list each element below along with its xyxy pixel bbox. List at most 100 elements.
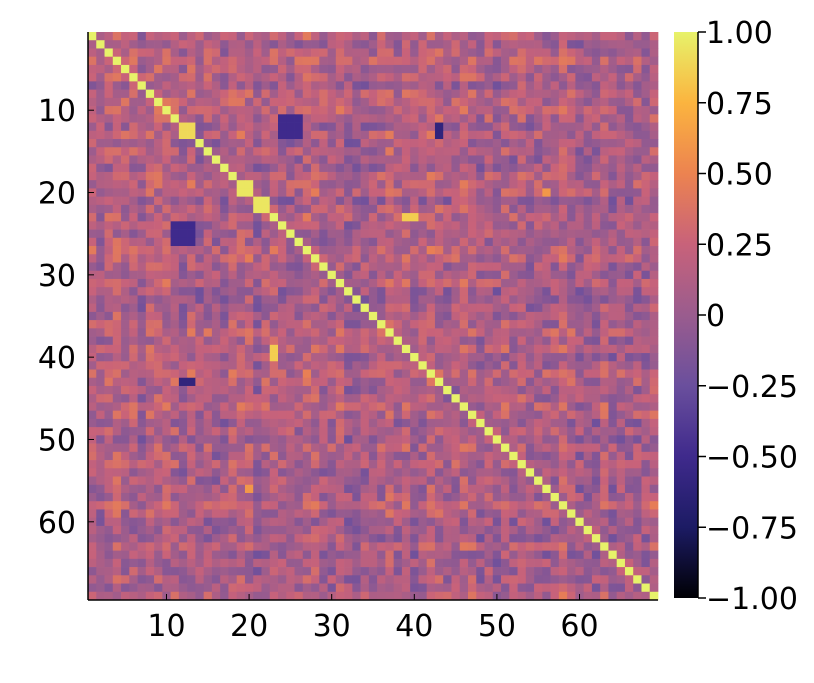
heatmap-cell xyxy=(352,410,361,420)
heatmap-cell xyxy=(137,328,147,337)
heatmap-cell xyxy=(616,328,626,337)
heatmap-cell xyxy=(377,287,386,296)
x-tick-label: 30 xyxy=(313,609,351,644)
heatmap-cell xyxy=(649,361,659,370)
heatmap-cell xyxy=(385,270,395,280)
heatmap-cell xyxy=(203,130,213,140)
heatmap-cell xyxy=(616,89,626,99)
heatmap-cell xyxy=(311,139,320,148)
heatmap-cell xyxy=(195,295,205,305)
heatmap-cell xyxy=(534,385,543,395)
heatmap-cell xyxy=(211,353,221,362)
heatmap-cell xyxy=(575,435,585,444)
heatmap-cell xyxy=(170,139,180,148)
heatmap-cell xyxy=(443,139,452,148)
heatmap-cell xyxy=(220,567,229,576)
heatmap-cell xyxy=(121,542,130,551)
heatmap-cell xyxy=(633,106,642,115)
heatmap-cell xyxy=(608,295,618,305)
heatmap-cell xyxy=(253,344,262,354)
heatmap-cell xyxy=(641,114,651,123)
heatmap-cell xyxy=(178,435,188,444)
heatmap-cell xyxy=(509,361,518,370)
heatmap-cell xyxy=(567,81,576,90)
heatmap-cell xyxy=(434,369,444,379)
heatmap-cell xyxy=(443,344,452,354)
heatmap-cell xyxy=(558,336,568,346)
heatmap-cell xyxy=(550,270,560,280)
heatmap-cell xyxy=(426,402,436,412)
heatmap-cell xyxy=(327,460,337,469)
heatmap-cell xyxy=(492,97,502,107)
heatmap-cell xyxy=(121,171,130,181)
heatmap-cell xyxy=(459,583,469,593)
heatmap-cell xyxy=(459,435,469,444)
heatmap-cell xyxy=(608,188,618,197)
heatmap-cell xyxy=(377,73,386,82)
heatmap-cell xyxy=(534,558,543,568)
heatmap-cell xyxy=(170,328,180,337)
heatmap-cell xyxy=(121,369,130,379)
heatmap-cell xyxy=(195,492,205,502)
heatmap-cell xyxy=(542,270,551,280)
heatmap-cell xyxy=(567,484,576,494)
heatmap-cell xyxy=(468,56,477,66)
heatmap-cell xyxy=(608,385,618,395)
heatmap-cell xyxy=(649,295,659,305)
heatmap-cell xyxy=(385,353,395,362)
heatmap-cell xyxy=(344,410,353,420)
heatmap-cell xyxy=(327,435,337,444)
heatmap-cell xyxy=(608,278,618,288)
heatmap-cell xyxy=(385,130,395,140)
heatmap-cell xyxy=(145,558,155,568)
heatmap-cell xyxy=(451,278,461,288)
heatmap-cell xyxy=(509,328,518,337)
heatmap-cell xyxy=(261,328,271,337)
heatmap-cell xyxy=(112,344,122,354)
heatmap-cell xyxy=(352,501,361,510)
heatmap-cell xyxy=(145,336,155,346)
heatmap-cell xyxy=(501,369,510,379)
heatmap-cell xyxy=(401,451,411,461)
heatmap-cell xyxy=(112,361,122,370)
heatmap-cell xyxy=(401,180,411,189)
heatmap-cell xyxy=(492,328,502,337)
heatmap-cell xyxy=(220,443,229,453)
heatmap-cell xyxy=(137,196,147,206)
heatmap-cell xyxy=(96,130,105,140)
heatmap-cell xyxy=(468,542,477,551)
heatmap-cell xyxy=(286,501,295,510)
heatmap-cell xyxy=(385,575,395,584)
heatmap-cell xyxy=(608,270,618,280)
heatmap-cell xyxy=(501,287,510,296)
heatmap-cell xyxy=(509,353,518,362)
heatmap-cell xyxy=(649,517,659,527)
heatmap-cell xyxy=(145,328,155,337)
heatmap-cell xyxy=(253,550,262,560)
heatmap-cell xyxy=(170,542,180,551)
heatmap-cell xyxy=(401,410,411,420)
heatmap-cell xyxy=(426,336,436,346)
heatmap-cell xyxy=(468,122,477,132)
heatmap-cell xyxy=(360,484,370,494)
heatmap-cell xyxy=(468,353,477,362)
heatmap-cell xyxy=(360,377,370,387)
heatmap-cell xyxy=(360,32,370,41)
heatmap-cell xyxy=(418,542,428,551)
heatmap-cell xyxy=(170,509,180,519)
heatmap-cell xyxy=(360,204,370,214)
heatmap-cell xyxy=(269,583,279,593)
heatmap-cell xyxy=(137,270,147,280)
heatmap-cell xyxy=(129,97,138,107)
heatmap-cell xyxy=(121,402,130,412)
heatmap-cell xyxy=(393,155,403,165)
heatmap-cell xyxy=(401,402,411,412)
heatmap-cell xyxy=(344,40,353,49)
heatmap-cell xyxy=(220,534,229,543)
heatmap-cell xyxy=(137,147,147,156)
heatmap-cell xyxy=(509,97,518,107)
heatmap-cell xyxy=(591,369,601,379)
heatmap-cell xyxy=(170,435,180,444)
heatmap-cell xyxy=(137,40,147,49)
heatmap-cell xyxy=(311,435,320,444)
